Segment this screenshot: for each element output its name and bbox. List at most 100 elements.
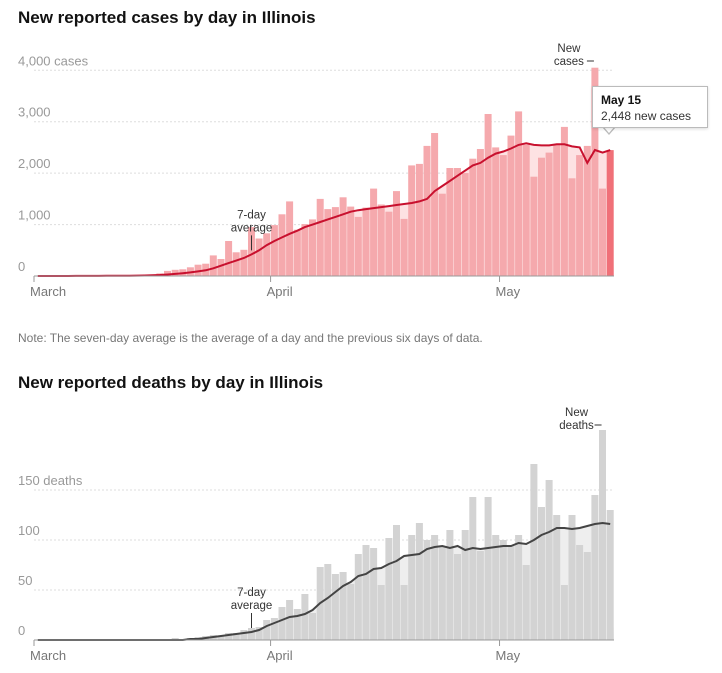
deaths-bar [515, 535, 523, 640]
cases-bar [278, 214, 286, 276]
cases-bar [255, 238, 263, 276]
tooltip-arrow-inner [603, 126, 615, 133]
cases-bar [362, 207, 370, 276]
cases-bar [248, 227, 255, 276]
deaths-bar [538, 507, 545, 640]
cases-bar [606, 150, 614, 276]
deaths-month-label: March [30, 648, 66, 663]
cases-bar [438, 193, 446, 276]
deaths-bar [599, 430, 606, 640]
cases-bar [263, 233, 271, 276]
deaths-bar [301, 594, 309, 640]
cases-bar [484, 114, 492, 276]
deaths-month-label: May [496, 648, 521, 663]
chart-note: Note: The seven-day average is the avera… [18, 331, 483, 345]
deaths-bar [423, 540, 431, 640]
deaths-bar [331, 574, 339, 640]
deaths-bar [354, 554, 362, 640]
deaths-bar [293, 609, 301, 640]
cases-bar [492, 147, 500, 276]
deaths-bar [286, 600, 294, 640]
cases-bar [293, 229, 301, 276]
cases-bar [583, 145, 591, 276]
cases-bar [301, 224, 309, 276]
deaths-bar [324, 564, 332, 640]
cases-bar [385, 211, 393, 276]
cases-bar [286, 201, 294, 276]
cases-bar [469, 158, 477, 276]
cases-y-tick-label: 4,000 cases [18, 53, 89, 68]
cases-month-label: March [30, 284, 66, 299]
cases-bar [515, 111, 523, 277]
deaths-bar [339, 572, 347, 640]
deaths-bar [255, 627, 263, 640]
cases-bar [507, 135, 515, 276]
cases-bar [446, 168, 454, 276]
cases-bar [560, 126, 568, 277]
deaths-bar [408, 535, 416, 640]
deaths-bar [393, 525, 400, 640]
cases-bar [370, 188, 378, 276]
deaths-y-tick-label: 0 [18, 623, 25, 638]
cases-bar [476, 149, 484, 276]
cases-bar [347, 206, 355, 276]
cases-bar [568, 178, 576, 276]
cases-month-label: May [496, 284, 521, 299]
cases-bar [316, 198, 324, 276]
deaths-bar [560, 585, 568, 640]
cases-bar [415, 163, 423, 276]
cases-bar [270, 225, 278, 276]
deaths-bar [347, 584, 355, 640]
cases-average-area [34, 143, 614, 276]
cases-bar [454, 168, 461, 276]
deaths-bar [217, 636, 225, 640]
deaths-bar [385, 538, 393, 640]
deaths-bar [309, 613, 316, 640]
cases-bar [393, 191, 400, 276]
deaths-bar [232, 633, 240, 640]
deaths-bar [583, 552, 591, 640]
cases-bar [240, 249, 248, 276]
cases-bar [324, 209, 332, 276]
deaths-bar [492, 535, 500, 640]
cases-bar [225, 241, 233, 276]
deaths-average-annotation-line1: 7-day [237, 587, 266, 599]
deaths-y-tick-label: 50 [18, 573, 32, 588]
cases-y-tick-label: 0 [18, 259, 25, 274]
deaths-month-label: April [267, 648, 293, 663]
cases-bar [576, 155, 584, 276]
deaths-bar [469, 497, 477, 640]
deaths-bar [446, 530, 454, 640]
cases-bar [164, 270, 171, 276]
tooltip-date: May 15 [601, 93, 642, 107]
deaths-bar [499, 540, 507, 640]
deaths-bar [225, 633, 233, 640]
cases-bar [377, 204, 385, 276]
cases-bar [354, 216, 362, 276]
deaths-bar [530, 464, 538, 640]
cases-bar [591, 67, 599, 276]
deaths-bar [591, 495, 599, 640]
deaths-bars-annotation-line2: deaths [559, 420, 594, 432]
cases-bar [194, 264, 202, 276]
cases-bar [309, 219, 316, 276]
deaths-bar [606, 510, 614, 640]
deaths-bar [400, 585, 408, 640]
cases-bar [499, 155, 507, 276]
cases-y-tick-label: 1,000 [18, 208, 51, 223]
deaths-bar [362, 545, 370, 640]
cases-average-annotation-line1: 7-day [237, 209, 266, 221]
deaths-bar [240, 630, 248, 640]
deaths-bar [568, 515, 576, 640]
deaths-bar [461, 530, 469, 640]
deaths-bar [553, 515, 561, 640]
cases-bar [461, 173, 469, 276]
deaths-chart-title: New reported deaths by day in Illinois [18, 373, 324, 392]
deaths-bar [431, 535, 439, 640]
deaths-y-tick-label: 150 deaths [18, 473, 83, 488]
cases-bar [339, 197, 347, 276]
deaths-bar [476, 551, 484, 640]
deaths-bar [377, 585, 385, 640]
cases-chart-title: New reported cases by day in Illinois [18, 8, 316, 27]
